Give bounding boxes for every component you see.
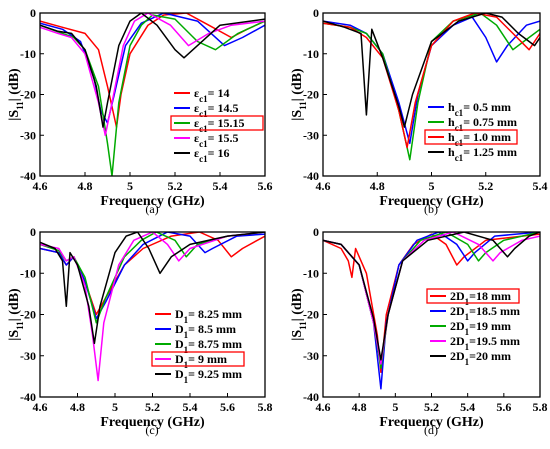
y-tick-label: -40	[303, 169, 319, 183]
x-tick-label: 5	[127, 179, 133, 193]
x-tick-label: 5.2	[424, 400, 439, 414]
x-tick-label: 5.6	[496, 400, 511, 414]
series-line	[40, 232, 265, 316]
x-tick-label: 5.4	[183, 400, 198, 414]
legend-label: D1= 8.5 mm	[175, 322, 236, 340]
y-tick-label: -20	[303, 308, 319, 322]
panel-caption: (c)	[145, 423, 158, 437]
x-tick-label: 5.6	[220, 400, 235, 414]
legend-label: D1= 9 mm	[175, 352, 227, 370]
x-tick-label: 5.2	[168, 179, 183, 193]
y-tick-label: -30	[303, 128, 319, 142]
x-tick-label: 5	[429, 179, 435, 193]
x-axis-label: Frequency (GHz)	[379, 415, 484, 430]
y-axis-label: |S11| (dB)	[290, 68, 308, 121]
y-tick-label: -20	[303, 88, 319, 102]
y-tick-label: 0	[30, 6, 36, 20]
series-line	[40, 13, 265, 128]
legend-label: D1= 9.25 mm	[175, 367, 242, 385]
y-tick-label: -40	[20, 390, 36, 404]
legend-label: hc1= 0.5 mm	[448, 100, 511, 118]
x-tick-label: 5.6	[258, 179, 273, 193]
x-tick-label: 4.8	[352, 400, 367, 414]
legend-label: εc1= 14	[194, 86, 229, 104]
chart-panel-b: 4.6 4.8 5 5.2 5.4 0 -10 -20 -30 -40 Frequency (GHz…	[290, 6, 548, 216]
series-line	[40, 13, 265, 137]
y-tick-label: -30	[20, 128, 36, 142]
x-axis-label: Frequency (GHz)	[100, 194, 205, 209]
x-tick-label: 4.8	[70, 400, 85, 414]
x-tick-label: 4.6	[316, 400, 331, 414]
legend-highlight-box	[170, 115, 264, 131]
legend-label: hc1= 1.0 mm	[448, 130, 511, 148]
y-tick-label: -10	[303, 47, 319, 61]
legend-label: εc1= 15.15	[194, 116, 244, 134]
y-tick-label: 0	[313, 6, 319, 20]
legend-highlight-box	[151, 351, 245, 367]
legend-label: 2D1=19 mm	[450, 319, 511, 337]
chart-panel-a: 4.6 4.8 5 5.2 5.4 5.6 0 -10 -20 -30 -40 Frequency (…	[7, 6, 273, 216]
series-line	[323, 233, 540, 374]
panel-caption: (d)	[424, 423, 438, 437]
legend-label: D1= 8.25 mm	[175, 307, 242, 325]
series-line	[40, 232, 265, 345]
x-tick-label: 5.4	[533, 179, 548, 193]
y-tick-label: 0	[313, 225, 319, 239]
series-line	[40, 13, 265, 128]
x-tick-label: 4.6	[33, 400, 48, 414]
x-tick-label: 5	[392, 400, 398, 414]
legend-label: hc1= 1.25 mm	[448, 145, 517, 163]
panel-caption: (a)	[145, 202, 158, 216]
series-line	[323, 13, 540, 149]
chart-panel-c: 4.6 4.8 5 5.2 5.4 5.6 5.8 0 -10 -20 -30 -40 Frequenc…	[7, 225, 273, 437]
legend-label: εc1= 14.5	[194, 101, 238, 119]
x-tick-label: 4.6	[33, 179, 48, 193]
legend-label: 2D1=20 mm	[450, 349, 511, 367]
y-tick-label: -10	[20, 266, 36, 280]
panel-caption: (b)	[424, 202, 438, 216]
x-tick-label: 4.8	[78, 179, 93, 193]
y-tick-label: -40	[303, 390, 319, 404]
x-axis-label: Frequency (GHz)	[100, 415, 205, 430]
series-line	[323, 13, 540, 128]
y-tick-label: -30	[303, 349, 319, 363]
y-tick-label: 0	[30, 225, 36, 239]
series-line	[323, 232, 540, 361]
y-tick-label: -10	[20, 47, 36, 61]
x-axis-label: Frequency (GHz)	[379, 194, 484, 209]
legend-label: D1= 8.75 mm	[175, 337, 242, 355]
x-tick-label: 5.4	[213, 179, 228, 193]
x-tick-label: 4.8	[370, 179, 385, 193]
x-tick-label: 4.6	[316, 179, 331, 193]
y-tick-label: -20	[20, 88, 36, 102]
legend-label: 2D1=19.5 mm	[450, 334, 520, 352]
x-tick-label: 5.2	[478, 179, 493, 193]
y-tick-label: -20	[20, 308, 36, 322]
y-tick-label: -30	[20, 349, 36, 363]
legend-highlight-box	[426, 288, 520, 304]
legend-highlight-box	[424, 129, 518, 145]
legend-label: 2D1=18 mm	[450, 289, 511, 307]
y-tick-label: -40	[20, 169, 36, 183]
x-tick-label: 5	[112, 400, 118, 414]
y-axis-label: |S11| (dB)	[7, 68, 25, 121]
chart-panel-d: 4.6 4.8 5 5.2 5.4 5.6 5.8 0 -10 -20 -30 -40 Frequenc…	[290, 225, 548, 437]
x-tick-label: 5.2	[145, 400, 160, 414]
x-tick-label: 5.8	[258, 400, 273, 414]
legend-label: hc1= 0.75 mm	[448, 115, 517, 133]
x-tick-label: 5.4	[460, 400, 475, 414]
legend-label: εc1= 15.5	[194, 131, 238, 149]
y-axis-label: |S11| (dB)	[7, 288, 25, 341]
legend-label: 2D1=18.5 mm	[450, 304, 520, 322]
y-axis-label: |S11| (dB)	[290, 288, 308, 341]
x-tick-label: 5.8	[533, 400, 548, 414]
legend-label: εc1= 16	[194, 146, 229, 164]
y-tick-label: -10	[303, 266, 319, 280]
